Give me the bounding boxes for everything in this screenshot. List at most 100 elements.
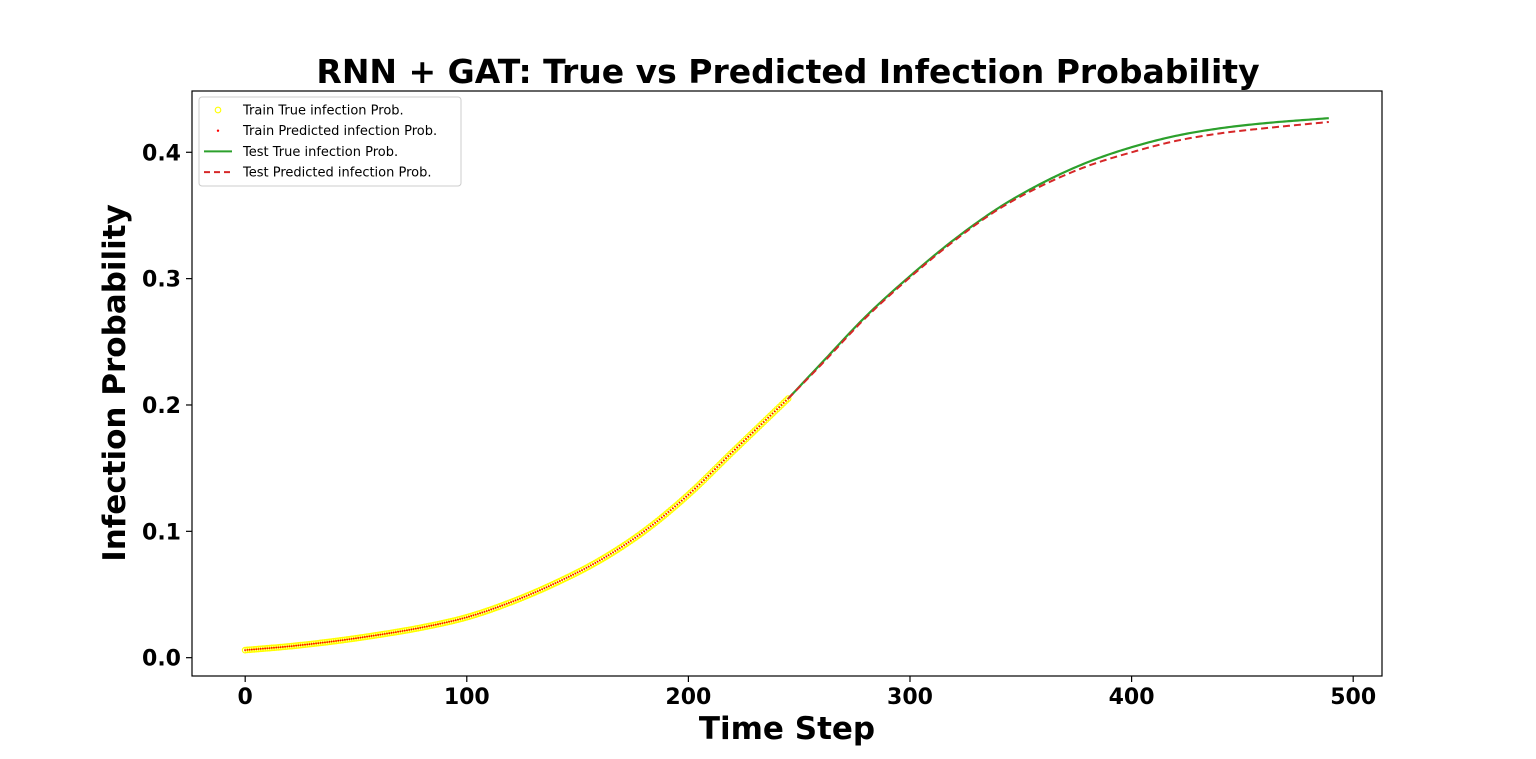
train-predicted-point bbox=[381, 633, 384, 636]
train-predicted-point bbox=[428, 625, 431, 627]
train-predicted-point bbox=[284, 645, 286, 648]
train-predicted-point bbox=[694, 487, 696, 490]
train-predicted-point bbox=[270, 647, 273, 649]
train-predicted-point bbox=[674, 505, 676, 508]
train-predicted-point bbox=[264, 647, 267, 650]
train-predicted-point bbox=[711, 470, 714, 473]
train-true-point bbox=[784, 395, 792, 403]
train-predicted-point bbox=[523, 595, 526, 598]
train-predicted-point bbox=[718, 463, 721, 466]
train-predicted-point bbox=[676, 503, 679, 506]
train-predicted-point bbox=[572, 573, 575, 576]
train-predicted-point bbox=[361, 636, 364, 639]
train-predicted-point bbox=[742, 440, 745, 442]
train-predicted-point bbox=[578, 570, 581, 573]
train-predicted-point bbox=[667, 511, 670, 513]
train-predicted-point bbox=[355, 637, 357, 640]
train-predicted-point bbox=[585, 566, 588, 569]
train-predicted-point bbox=[317, 642, 320, 645]
train-predicted-point bbox=[399, 630, 402, 633]
legend-label: Train Predicted infection Prob. bbox=[242, 124, 437, 139]
train-predicted-point bbox=[612, 551, 614, 554]
train-predicted-point bbox=[716, 466, 719, 468]
train-predicted-point bbox=[244, 649, 247, 651]
train-predicted-point bbox=[377, 634, 380, 636]
legend-entry: Train Predicted infection Prob. bbox=[216, 124, 437, 139]
train-predicted-point bbox=[725, 457, 727, 460]
train-predicted-point bbox=[592, 563, 594, 566]
train-predicted-point bbox=[678, 501, 681, 504]
x-tick-label: 400 bbox=[1109, 685, 1155, 710]
train-predicted-point bbox=[410, 628, 413, 631]
train-predicted-point bbox=[532, 592, 535, 594]
y-tick-label: 0.2 bbox=[142, 394, 181, 419]
train-predicted-point bbox=[319, 642, 322, 644]
train-predicted-point bbox=[776, 408, 778, 411]
train-predicted-point bbox=[714, 468, 716, 471]
test-true-line bbox=[787, 117, 1329, 400]
train-predicted-point bbox=[359, 636, 362, 639]
train-predicted-point bbox=[372, 634, 375, 637]
y-tick-label: 0.4 bbox=[142, 141, 181, 166]
train-predicted-point bbox=[434, 623, 437, 626]
legend-label: Train True infection Prob. bbox=[242, 104, 404, 119]
train-predicted-point bbox=[731, 450, 734, 453]
x-axis-label: Time Step bbox=[699, 711, 875, 747]
train-predicted-point bbox=[315, 642, 317, 645]
train-predicted-point bbox=[386, 632, 388, 635]
train-predicted-point bbox=[745, 438, 747, 440]
train-predicted-point bbox=[598, 559, 601, 562]
train-predicted-point bbox=[452, 619, 455, 622]
train-predicted-point bbox=[660, 516, 663, 519]
train-predicted-point bbox=[408, 628, 411, 631]
train-predicted-point bbox=[324, 641, 326, 644]
y-axis-ticks: 0.0 0.1 0.2 0.3 0.4 bbox=[142, 141, 192, 672]
train-predicted-point bbox=[623, 544, 626, 547]
train-predicted-point bbox=[483, 610, 486, 613]
train-predicted-point bbox=[439, 622, 442, 625]
train-predicted-point bbox=[470, 615, 473, 617]
train-predicted-point bbox=[543, 587, 546, 590]
train-predicted-point bbox=[756, 427, 758, 430]
train-predicted-point bbox=[401, 630, 404, 632]
train-predicted-point bbox=[306, 643, 309, 646]
legend-marker-train-true bbox=[214, 106, 222, 114]
train-predicted-point bbox=[751, 431, 754, 434]
train-predicted-point bbox=[696, 485, 699, 488]
train-predicted-point bbox=[505, 602, 508, 605]
train-predicted-point bbox=[481, 611, 484, 614]
train-predicted-point bbox=[652, 523, 654, 526]
train-predicted-point bbox=[534, 591, 537, 594]
y-tick-label: 0.1 bbox=[142, 520, 181, 545]
train-predicted-point bbox=[709, 472, 712, 475]
train-predicted-point bbox=[780, 404, 783, 406]
train-predicted-point bbox=[727, 455, 730, 457]
train-predicted-point bbox=[492, 607, 495, 610]
train-predicted-point bbox=[687, 493, 690, 496]
train-predicted-point bbox=[729, 452, 732, 455]
train-predicted-point bbox=[621, 545, 623, 548]
train-predicted-point bbox=[465, 616, 468, 619]
train-predicted-point bbox=[665, 512, 668, 515]
train-predicted-point bbox=[461, 617, 464, 620]
train-predicted-point bbox=[476, 613, 479, 615]
train-predicted-point bbox=[375, 634, 377, 637]
train-predicted-point bbox=[722, 459, 725, 462]
train-predicted-point bbox=[417, 627, 419, 630]
train-predicted-point bbox=[450, 620, 453, 623]
train-predicted-point bbox=[441, 622, 444, 625]
x-tick-label: 200 bbox=[665, 685, 711, 710]
train-predicted-point bbox=[749, 433, 752, 436]
legend: Train True infection Prob. Train Predicte… bbox=[198, 96, 462, 187]
train-predicted-point bbox=[390, 631, 393, 634]
train-predicted-point bbox=[594, 562, 597, 564]
train-predicted-point bbox=[490, 608, 493, 611]
train-predicted-point bbox=[403, 629, 406, 632]
chart-title: RNN + GAT: True vs Predicted Infection P… bbox=[316, 52, 1259, 91]
train-predicted-point bbox=[700, 481, 703, 484]
train-predicted-point bbox=[414, 627, 417, 630]
train-predicted-point bbox=[277, 646, 280, 649]
test-true-series bbox=[787, 117, 1329, 400]
train-predicted-point bbox=[346, 638, 349, 641]
